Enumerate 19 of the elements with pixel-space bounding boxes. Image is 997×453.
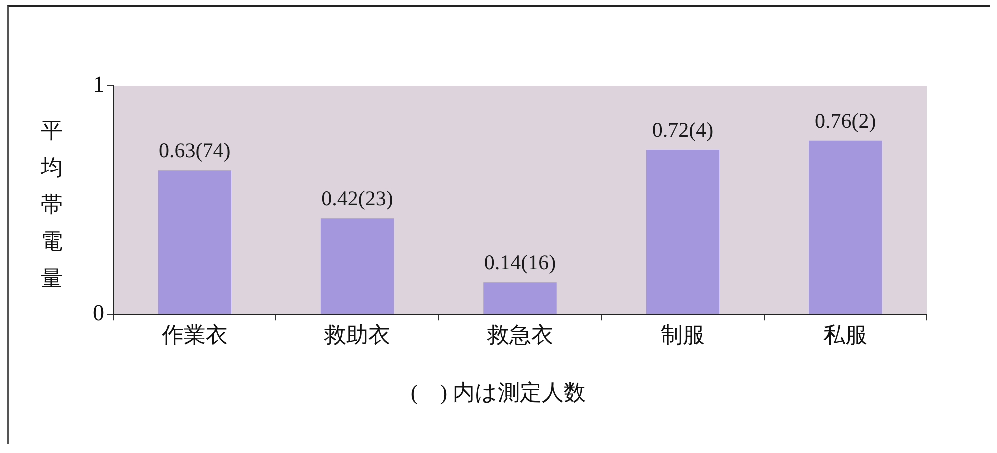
data-label: 0.72(4) — [652, 118, 714, 142]
text: ( ) 内は測定人数 — [410, 379, 588, 407]
x-tick-label: 制服 — [660, 322, 705, 348]
x-tick-label: 救助衣 — [324, 322, 391, 348]
data-label: 0.42(23) — [322, 186, 394, 211]
bar — [484, 282, 557, 314]
y-tick-label: 1 — [93, 72, 104, 98]
bar — [320, 218, 394, 314]
x-tick-label: 私服 — [824, 322, 868, 348]
bar — [158, 170, 232, 314]
data-label: 0.14(16) — [484, 250, 556, 275]
data-label: 0.63(74) — [158, 138, 231, 163]
x-tick-label: 作業衣 — [160, 322, 228, 348]
x-tick-label: 救急衣 — [486, 322, 554, 348]
y-axis-title: 平均帯電量 — [40, 117, 64, 293]
data-label: 0.76(2) — [815, 108, 876, 133]
bar — [646, 150, 720, 314]
y-tick-label: 0 — [93, 300, 104, 326]
bar — [809, 140, 882, 314]
